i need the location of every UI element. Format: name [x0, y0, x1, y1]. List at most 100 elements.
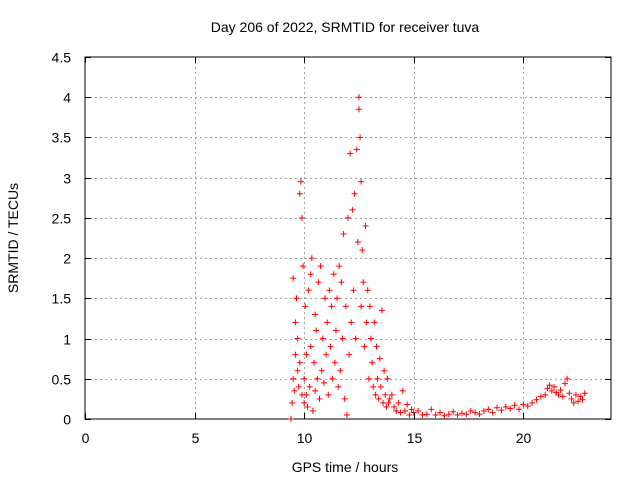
data-point: [463, 411, 470, 418]
data-point: [348, 319, 355, 326]
data-point: [399, 387, 406, 394]
data-point: [290, 375, 297, 382]
data-point: [325, 391, 332, 398]
data-point: [302, 303, 309, 310]
data-point: [350, 287, 357, 294]
y-tick-label: 1: [63, 332, 71, 348]
data-point: [332, 327, 339, 334]
data-point: [362, 222, 369, 229]
data-point: [445, 411, 452, 418]
data-point: [303, 351, 310, 358]
y-tick-label: 3.5: [52, 130, 72, 146]
data-point: [566, 390, 573, 397]
data-point: [376, 355, 383, 362]
data-point: [358, 178, 365, 185]
data-point: [341, 395, 348, 402]
y-tick-label: 3: [63, 171, 71, 187]
series-srmtid: [288, 94, 588, 422]
data-point: [369, 359, 376, 366]
data-point: [432, 411, 439, 418]
data-point: [291, 387, 298, 394]
data-point: [352, 335, 359, 342]
data-point: [472, 409, 479, 416]
data-point: [383, 403, 390, 410]
data-point: [351, 190, 358, 197]
data-point: [314, 375, 321, 382]
data-point: [375, 395, 382, 402]
data-point: [297, 178, 304, 185]
plot-frame: [84, 56, 612, 420]
data-point: [337, 367, 344, 374]
data-point: [321, 295, 328, 302]
data-point: [476, 411, 483, 418]
data-point: [326, 287, 333, 294]
data-point: [300, 263, 307, 270]
data-point: [340, 230, 347, 237]
data-point: [524, 403, 531, 410]
chart-title: Day 206 of 2022, SRMTID for receiver tuv…: [211, 19, 480, 35]
data-point: [502, 403, 509, 410]
data-point: [551, 383, 558, 390]
data-point: [293, 295, 300, 302]
x-tick-label: 10: [297, 430, 313, 446]
data-point: [515, 406, 522, 413]
y-tick-label: 4: [63, 90, 71, 106]
data-point: [568, 395, 575, 402]
data-point: [529, 399, 536, 406]
data-point: [292, 319, 299, 326]
data-point: [315, 279, 322, 286]
data-point: [581, 390, 588, 397]
data-point: [419, 411, 426, 418]
data-point: [353, 146, 360, 153]
data-point: [564, 375, 571, 382]
data-point: [467, 407, 474, 414]
y-tick-label: 0: [63, 412, 71, 428]
data-point: [391, 403, 398, 410]
data-point: [537, 393, 544, 400]
data-point: [401, 407, 408, 414]
data-point: [384, 375, 391, 382]
data-point: [570, 399, 577, 406]
data-point: [355, 106, 362, 113]
data-point: [572, 391, 579, 398]
data-point: [555, 391, 562, 398]
data-point: [301, 375, 308, 382]
data-point: [317, 263, 324, 270]
data-point: [385, 399, 392, 406]
data-point: [328, 303, 335, 310]
data-point: [372, 391, 379, 398]
data-point: [294, 367, 301, 374]
data-point: [294, 335, 301, 342]
data-point: [410, 409, 417, 416]
data-point: [329, 375, 336, 382]
data-point: [397, 409, 404, 416]
data-point: [357, 134, 364, 141]
data-point: [368, 335, 375, 342]
data-point: [319, 335, 326, 342]
y-tick-label: 2: [63, 251, 71, 267]
data-point: [312, 311, 319, 318]
data-point: [339, 335, 346, 342]
data-point: [354, 239, 361, 246]
data-point: [428, 406, 435, 413]
data-point: [377, 383, 384, 390]
data-point: [313, 327, 320, 334]
data-point: [360, 279, 367, 286]
data-point: [347, 150, 354, 157]
x-tick-label: 15: [407, 430, 423, 446]
data-point: [290, 275, 297, 282]
data-point: [489, 409, 496, 416]
data-point: [298, 214, 305, 221]
y-tick-label: 1.5: [52, 291, 72, 307]
data-point: [575, 398, 582, 405]
data-point: [320, 379, 327, 386]
data-point: [296, 190, 303, 197]
grid: [85, 57, 611, 419]
data-point: [309, 407, 316, 414]
data-point: [343, 411, 350, 418]
data-point: [364, 287, 371, 294]
data-point: [423, 411, 430, 418]
data-point: [331, 359, 338, 366]
data-point: [295, 383, 302, 390]
data-point: [323, 351, 330, 358]
